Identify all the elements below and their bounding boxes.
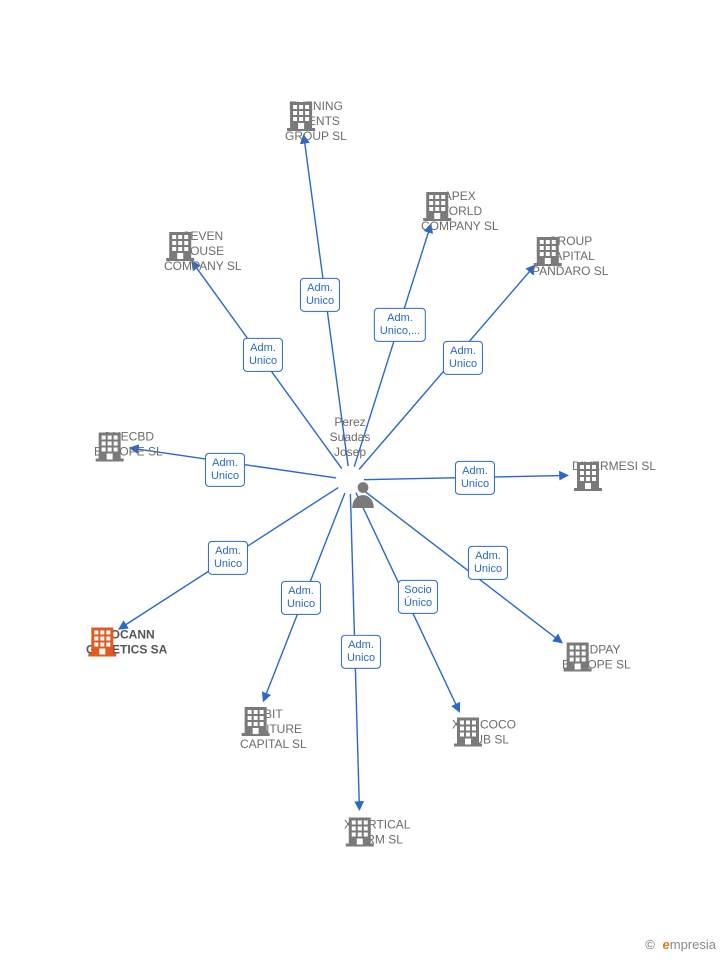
edge-label: Socio Único [398, 580, 438, 614]
edge-label: Adm. Unico [455, 461, 495, 495]
building-icon [562, 639, 594, 671]
person-icon [350, 480, 376, 508]
edge-label: Adm. Unico [468, 546, 508, 580]
company-node-apex[interactable]: APEX WORLD COMPANY SL [421, 189, 499, 237]
brand-rest: mpresia [670, 937, 716, 952]
edge-label: Adm. Unico [243, 338, 283, 372]
copyright-symbol: © [645, 937, 655, 952]
edge-label: Adm. Unico [205, 453, 245, 487]
building-icon [572, 459, 604, 491]
company-node-xfo[interactable]: XFO COCO CLUB SL [452, 714, 516, 747]
company-node-onecbd[interactable]: ONECBD EUROPE SL [94, 429, 163, 462]
building-icon [285, 99, 317, 131]
company-node-divermesi[interactable]: DIVERMESI SL [572, 459, 656, 477]
building-icon [164, 229, 196, 261]
edge-label: Adm. Unico [208, 541, 248, 575]
building-icon [421, 189, 453, 221]
edge-line [361, 489, 562, 643]
edge-label: Adm. Unico [443, 341, 483, 375]
company-node-gedpay[interactable]: GEDPAY EUROPE SL [562, 639, 631, 672]
company-node-seven[interactable]: SEVEN HOUSE COMPANY SL [164, 229, 242, 277]
footer-brand: © empresia [645, 937, 716, 952]
building-icon [240, 704, 272, 736]
edge-label: Adm. Unico,... [374, 308, 426, 342]
company-node-xvertical[interactable]: XVERTICAL FARM SL [344, 814, 410, 847]
company-node-biocann[interactable]: BIOCANN GENETICS SA [86, 624, 167, 657]
company-node-bit[interactable]: BIT VENTURE CAPITAL SL [240, 704, 307, 752]
company-node-group[interactable]: GROUP CAPITAL PANDARO SL [532, 234, 608, 282]
edge-label: Adm. Unico [341, 635, 381, 669]
building-icon [452, 714, 484, 746]
building-icon [86, 624, 118, 656]
building-icon [94, 429, 126, 461]
building-icon [532, 234, 564, 266]
building-icon [344, 814, 376, 846]
company-node-evening[interactable]: EVENING EVENTS GROUP SL [285, 99, 347, 147]
center-person-label: Perez Suadas Josep [330, 415, 371, 460]
edge-label: Adm. Unico [281, 581, 321, 615]
brand-first-letter: e [663, 937, 670, 952]
edge-label: Adm. Unico [300, 278, 340, 312]
